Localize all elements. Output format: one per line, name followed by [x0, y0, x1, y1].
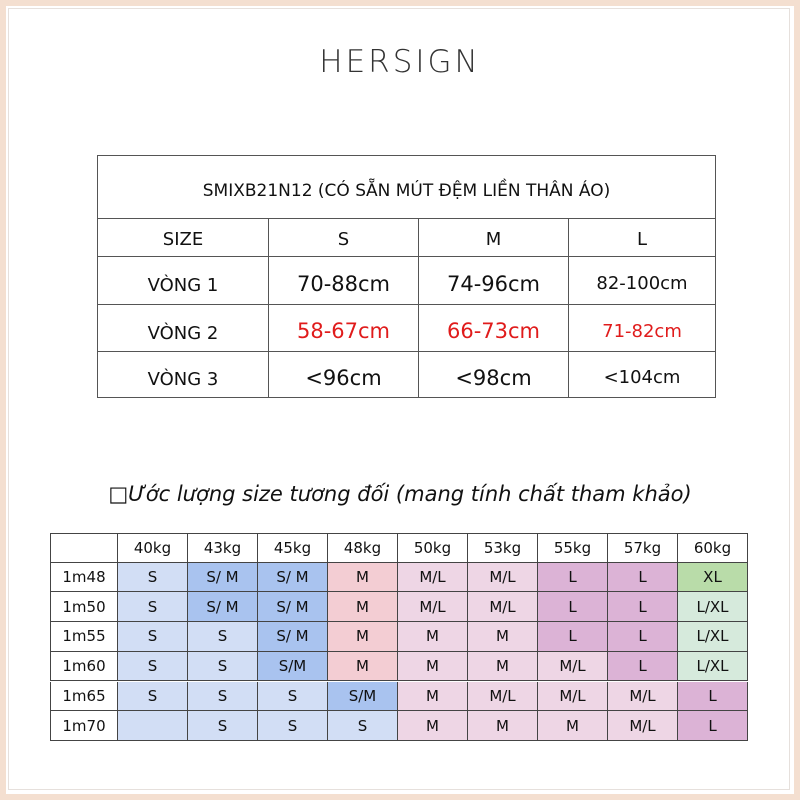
size-cell: S/ M — [188, 592, 258, 623]
size-cell: M — [468, 622, 538, 652]
logo: HERSIGN — [319, 44, 481, 80]
height-label: 1m65 — [50, 681, 118, 712]
size-cell: S — [118, 622, 188, 652]
size-cell: S/ M — [188, 562, 258, 593]
weight-header: 50kg — [398, 533, 468, 563]
size-value: 66-73cm — [418, 304, 568, 351]
size-value: 71-82cm — [568, 304, 716, 351]
size-cell: L — [608, 562, 678, 593]
size-cell: M — [538, 711, 608, 741]
size-cell: S/ M — [258, 562, 328, 593]
size-cell: S — [258, 711, 328, 741]
size-cell: S — [188, 681, 258, 712]
weight-header: 55kg — [538, 533, 608, 563]
size-cell: M/L — [608, 681, 678, 712]
size-cell: M — [328, 592, 398, 623]
size-cell: M — [328, 622, 398, 652]
size-cell: S — [118, 651, 188, 682]
size-cell: S — [328, 711, 398, 741]
size-cell: S/ M — [258, 592, 328, 623]
size-value: <104cm — [568, 351, 716, 398]
weight-header: 40kg — [118, 533, 188, 563]
size-cell: S — [118, 562, 188, 593]
size-cell: L — [538, 562, 608, 593]
size-value: <98cm — [418, 351, 568, 398]
size-value: 82-100cm — [568, 256, 716, 304]
size-cell: M — [398, 711, 468, 741]
size-value: 58-67cm — [268, 304, 418, 351]
size-cell: XL — [678, 562, 748, 593]
size-cell: M/L — [398, 562, 468, 593]
weight-header: 45kg — [258, 533, 328, 563]
size-cell: M/L — [468, 681, 538, 712]
size-cell: M/L — [398, 592, 468, 623]
size-cell: S — [188, 651, 258, 682]
size-cell: S/ M — [258, 622, 328, 652]
inner-border — [8, 8, 790, 790]
size-cell: S — [118, 592, 188, 623]
estimate-heading: □Ước lượng size tương đối (mang tính chấ… — [108, 482, 692, 506]
corner-cell — [50, 533, 118, 563]
size-cell: M — [398, 681, 468, 712]
size-cell: L/XL — [678, 651, 748, 682]
size-cell: L/XL — [678, 592, 748, 623]
size-cell: S — [188, 622, 258, 652]
column-header: M — [418, 219, 568, 256]
weight-header: 53kg — [468, 533, 538, 563]
row-label: VÒNG 3 — [97, 351, 268, 398]
weight-header: 48kg — [328, 533, 398, 563]
size-value: <96cm — [268, 351, 418, 398]
size-cell: M/L — [468, 592, 538, 623]
height-label: 1m70 — [50, 711, 118, 741]
size-cell: M — [328, 651, 398, 682]
size-value: 74-96cm — [418, 256, 568, 304]
size-cell: L — [608, 651, 678, 682]
size-cell — [118, 711, 188, 741]
row-label: VÒNG 1 — [97, 256, 268, 304]
size-cell: L — [538, 622, 608, 652]
size-cell: M — [468, 651, 538, 682]
size-cell: M/L — [538, 681, 608, 712]
weight-header: 43kg — [188, 533, 258, 563]
weight-header: 57kg — [608, 533, 678, 563]
column-header: SIZE — [97, 219, 268, 256]
height-label: 1m60 — [50, 651, 118, 682]
size-cell: M/L — [608, 711, 678, 741]
size-cell: S/M — [258, 651, 328, 682]
row-label: VÒNG 2 — [97, 304, 268, 351]
height-label: 1m55 — [50, 622, 118, 652]
size-cell: S — [118, 681, 188, 712]
size-cell: L — [538, 592, 608, 623]
size-cell: M — [398, 622, 468, 652]
size-cell: M — [398, 651, 468, 682]
size-cell: M — [328, 562, 398, 593]
column-header: L — [568, 219, 716, 256]
size-cell: M/L — [468, 562, 538, 593]
height-label: 1m50 — [50, 592, 118, 623]
size-cell: L/XL — [678, 622, 748, 652]
size-cell: S — [188, 711, 258, 741]
weight-header: 60kg — [678, 533, 748, 563]
size-cell: S/M — [328, 681, 398, 712]
size-cell: S — [258, 681, 328, 712]
size-cell: L — [678, 681, 748, 712]
column-header: S — [268, 219, 418, 256]
size-cell: L — [608, 622, 678, 652]
table-title: SMIXB21N12 (CÓ SẴN MÚT ĐỆM LIỀN THÂN ÁO) — [97, 155, 716, 219]
size-value: 70-88cm — [268, 256, 418, 304]
size-cell: M — [468, 711, 538, 741]
size-cell: L — [608, 592, 678, 623]
size-cell: M/L — [538, 651, 608, 682]
height-label: 1m48 — [50, 562, 118, 593]
size-cell: L — [678, 711, 748, 741]
